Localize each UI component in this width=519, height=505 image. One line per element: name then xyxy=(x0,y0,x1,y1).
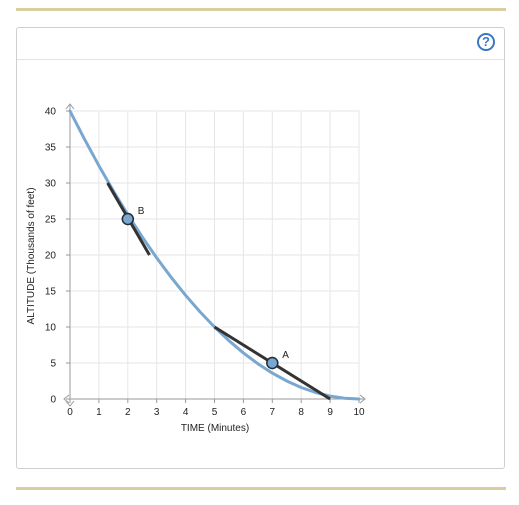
x-tick-label: 7 xyxy=(270,407,276,418)
y-axis-arrow-bottom xyxy=(65,400,75,407)
x-tick-label: 2 xyxy=(125,407,131,418)
y-tick-label: 30 xyxy=(45,179,57,190)
x-axis-arrow xyxy=(359,394,366,404)
help-button[interactable]: ? xyxy=(477,33,495,51)
bottom-divider xyxy=(16,487,506,490)
y-tick-label: 5 xyxy=(50,359,56,370)
axes xyxy=(63,103,366,407)
y-tick-label: 40 xyxy=(45,107,57,118)
y-axis-label: ALTITUDE (Thousands of feet) xyxy=(26,187,37,324)
point-b xyxy=(121,212,135,226)
x-tick-label: 0 xyxy=(67,407,73,418)
top-divider xyxy=(16,8,506,11)
x-tick-label: 8 xyxy=(298,407,304,418)
y-axis-arrow xyxy=(65,103,75,110)
x-tick-label: 10 xyxy=(353,407,365,418)
y-tick-label: 35 xyxy=(45,143,57,154)
x-axis-label: TIME (Minutes) xyxy=(181,423,249,434)
x-tick-label: 9 xyxy=(327,407,333,418)
y-tick-label: 20 xyxy=(45,251,57,262)
y-tick-label: 10 xyxy=(45,323,57,334)
point-label: A xyxy=(282,350,289,361)
y-tick-label: 0 xyxy=(50,395,56,406)
x-tick-label: 1 xyxy=(96,407,102,418)
tick-labels: 0 1 2 3 4 5 6 7 8 9 10 0 5 10 15 20 25 30 35 40 xyxy=(45,107,365,419)
card-header: ? xyxy=(17,28,504,60)
x-tick-label: 6 xyxy=(241,407,247,418)
points: BA xyxy=(121,206,289,370)
y-tick-label: 15 xyxy=(45,287,57,298)
point-label: B xyxy=(138,206,145,217)
x-tick-label: 5 xyxy=(212,407,218,418)
grid xyxy=(69,110,360,400)
x-axis-arrow-left xyxy=(63,394,70,404)
x-tick-label: 4 xyxy=(183,407,189,418)
chart-card: ? xyxy=(16,27,505,469)
point-a xyxy=(266,356,279,370)
x-tick-label: 3 xyxy=(154,407,160,418)
y-tick-label: 25 xyxy=(45,215,57,226)
